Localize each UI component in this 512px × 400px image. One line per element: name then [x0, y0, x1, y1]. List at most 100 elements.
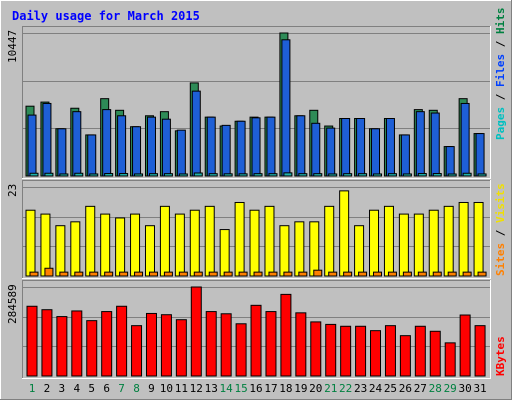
kbytes-bar-29 [444, 342, 456, 377]
sites-bar-14 [223, 271, 233, 277]
kbytes-bar-3 [56, 316, 68, 377]
visits-bar-20 [309, 221, 320, 277]
kbytes-bar-2 [41, 309, 53, 377]
visits-bar-31 [473, 201, 484, 277]
pages-bar-1 [29, 172, 39, 177]
chart-title: Daily usage for March 2015 [12, 9, 200, 23]
sites-bar-19 [298, 271, 308, 277]
visits-bar-28 [428, 209, 439, 277]
sites-bar-7 [119, 271, 129, 277]
x-tick-label: 8 [133, 382, 140, 395]
visits-bar-14 [219, 229, 230, 277]
pages-bar-4 [74, 172, 84, 177]
files-bar-15 [236, 120, 246, 177]
visits-bar-22 [339, 190, 350, 277]
kbytes-bar-25 [384, 325, 396, 377]
y-max-label-1: 10447 [6, 29, 19, 63]
kbytes-bar-11 [175, 319, 187, 377]
pages-bar-24 [373, 173, 383, 177]
x-tick-label: 11 [174, 382, 188, 395]
pages-bar-17 [268, 173, 278, 177]
files-bar-11 [176, 129, 186, 177]
visits-bar-5 [85, 205, 96, 277]
x-tick-label: 20 [309, 382, 323, 395]
x-tick-label: 12 [189, 382, 203, 395]
visits-bar-23 [354, 225, 365, 277]
files-bar-28 [430, 112, 440, 177]
visits-bar-24 [369, 209, 380, 277]
x-tick-label: 21 [324, 382, 338, 395]
kbytes-bar-5 [86, 320, 98, 377]
kbytes-bar-10 [160, 314, 172, 377]
pages-bar-13 [208, 173, 218, 177]
x-tick-label: 29 [443, 382, 457, 395]
files-bar-7 [117, 115, 127, 177]
files-bar-18 [281, 39, 291, 177]
visits-bar-17 [264, 205, 275, 277]
visits-bar-4 [70, 221, 81, 277]
sites-bar-2 [44, 267, 54, 277]
files-bar-1 [27, 114, 37, 177]
kbytes-bar-27 [414, 325, 426, 377]
x-tick-label: 6 [103, 382, 110, 395]
x-tick-label: 13 [204, 382, 218, 395]
files-bar-22 [341, 118, 351, 177]
files-bar-2 [42, 102, 52, 177]
sites-bar-12 [193, 271, 203, 277]
kbytes-bar-12 [190, 286, 202, 377]
x-tick-label: 3 [58, 382, 66, 395]
visits-bar-10 [159, 205, 170, 277]
pages-bar-16 [253, 173, 263, 177]
x-tick-label: 14 [219, 382, 233, 395]
files-bar-26 [400, 134, 410, 177]
files-bar-16 [251, 117, 261, 177]
visits-bar-30 [458, 201, 469, 277]
x-tick-label: 24 [368, 382, 383, 395]
x-tick-label: 26 [398, 382, 412, 395]
pages-bar-5 [89, 173, 99, 177]
sites-bar-4 [74, 271, 84, 277]
visits-bar-18 [279, 225, 290, 277]
sites-bar-10 [163, 271, 173, 277]
legend-segment-1-3: Files [494, 53, 507, 87]
x-tick-label: 10 [159, 382, 174, 395]
pages-bar-19 [298, 173, 308, 177]
files-bar-21 [326, 127, 336, 177]
pages-bar-6 [104, 173, 114, 177]
x-tick-label: 30 [458, 382, 472, 395]
visits-bar-11 [174, 213, 185, 277]
legend-segment-1-1: Pages [494, 106, 507, 140]
pages-bar-8 [134, 173, 144, 177]
pages-bar-9 [148, 173, 158, 177]
legend-segment-1-5: Hits [494, 7, 507, 35]
pages-bar-28 [432, 173, 442, 177]
visits-bar-27 [413, 213, 424, 277]
files-bar-30 [460, 102, 470, 177]
x-tick-label: 28 [428, 382, 442, 395]
kbytes-bar-22 [340, 325, 352, 377]
x-tick-label: 25 [383, 382, 398, 395]
legend-segment-3-1: KBytes [494, 336, 507, 376]
sites-bar-11 [178, 271, 188, 277]
x-tick-label: 15 [234, 382, 248, 395]
visits-bar-6 [100, 213, 111, 277]
kbytes-bar-8 [131, 325, 143, 377]
sites-bar-21 [328, 271, 338, 277]
sites-bar-15 [238, 271, 248, 277]
sites-bar-27 [417, 271, 427, 277]
visits-bar-9 [144, 225, 155, 277]
kbytes-bar-20 [310, 321, 322, 377]
files-bar-5 [87, 134, 97, 177]
visits-bar-19 [294, 221, 305, 277]
visits-bar-12 [189, 209, 200, 277]
sites-bar-25 [387, 271, 397, 277]
sites-bar-8 [134, 271, 144, 277]
files-bar-24 [371, 128, 381, 177]
sites-bar-17 [268, 271, 278, 277]
x-tick-label: 7 [118, 382, 125, 395]
sites-bar-22 [343, 271, 353, 277]
pages-bar-14 [223, 173, 233, 177]
x-tick-label: 31 [473, 382, 487, 395]
